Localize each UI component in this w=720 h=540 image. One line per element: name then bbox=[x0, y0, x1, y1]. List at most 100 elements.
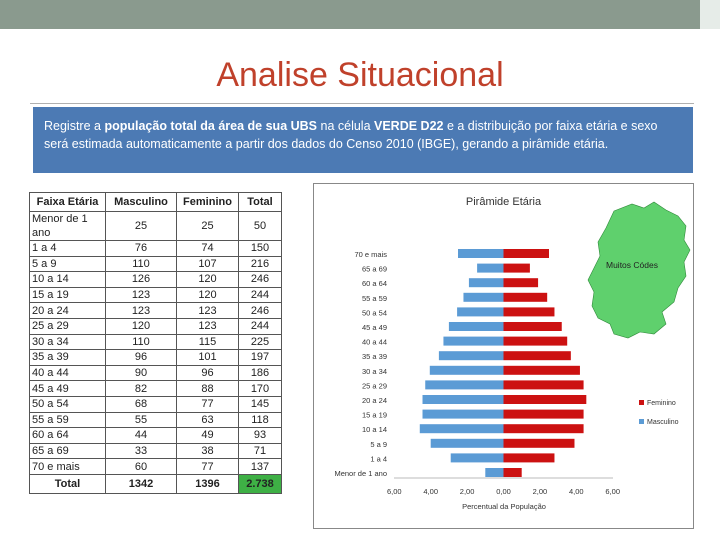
cell-total: 145 bbox=[238, 395, 282, 413]
cell-total: 93 bbox=[238, 427, 282, 444]
category-label: 10 a 14 bbox=[362, 425, 387, 434]
cell-total: 186 bbox=[238, 364, 282, 382]
category-label: 60 a 64 bbox=[362, 279, 387, 288]
cell-faixa-etaria: Menor de 1 ano bbox=[29, 211, 106, 241]
cell-total: 246 bbox=[238, 271, 282, 288]
municipality-map-shape bbox=[587, 201, 691, 339]
title-divider bbox=[30, 103, 694, 104]
cell-total: 197 bbox=[238, 349, 282, 366]
cell-masculino: 60 bbox=[105, 458, 177, 475]
bar-feminino bbox=[503, 409, 584, 419]
table-row: 30 a 34 110 115 225 bbox=[29, 333, 282, 351]
x-tick-label: 2,00 bbox=[533, 487, 548, 496]
cell-masculino: 120 bbox=[105, 317, 177, 335]
cell-feminino: 88 bbox=[176, 380, 239, 397]
cell-faixa-etaria: 60 a 64 bbox=[29, 427, 106, 444]
x-tick-label: 6,00 bbox=[605, 487, 620, 496]
cell-masculino: 96 bbox=[105, 349, 177, 366]
table-row: 20 a 24 123 123 246 bbox=[29, 302, 282, 319]
cell-total: 118 bbox=[238, 411, 282, 429]
category-label: Menor de 1 ano bbox=[334, 469, 387, 478]
chart-title: Pirâmide Etária bbox=[465, 196, 542, 208]
cell-feminino: 77 bbox=[176, 395, 239, 413]
top-bar-accent bbox=[700, 0, 720, 29]
pyramid-svg: Muitos Códes 70 e mais 65 a 69 60 a 64 55 a… bbox=[334, 201, 691, 511]
bar-masculino bbox=[458, 249, 504, 258]
cell-faixa-etaria: 30 a 34 bbox=[29, 333, 106, 351]
total-input-cell[interactable]: 2.738 bbox=[238, 473, 282, 494]
bar-feminino bbox=[503, 278, 539, 288]
cell-feminino: 107 bbox=[176, 255, 239, 273]
category-label: 20 a 24 bbox=[362, 396, 387, 405]
table-total-row: Total 1342 1396 2.738 bbox=[29, 473, 282, 494]
bar-feminino bbox=[503, 438, 575, 448]
table-header-row: Faixa Etária Masculino Feminino Total bbox=[29, 192, 282, 212]
cell-masculino: 33 bbox=[105, 442, 177, 460]
total-label: Total bbox=[29, 473, 106, 494]
cell-feminino: 120 bbox=[176, 271, 239, 288]
cell-total: 244 bbox=[238, 317, 282, 335]
category-label: 1 a 4 bbox=[370, 454, 387, 463]
bar-masculino bbox=[450, 453, 504, 463]
legend-label-masculino: Masculino bbox=[647, 419, 679, 426]
bar-feminino bbox=[503, 424, 584, 434]
bar-masculino bbox=[448, 322, 504, 331]
bar-masculino bbox=[485, 468, 504, 477]
table-row: 5 a 9 110 107 216 bbox=[29, 255, 282, 273]
bar-feminino bbox=[503, 292, 548, 302]
bar-feminino bbox=[503, 395, 587, 404]
category-label: 55 a 59 bbox=[362, 294, 387, 303]
cell-total: 137 bbox=[238, 458, 282, 475]
cell-feminino: 74 bbox=[176, 240, 239, 257]
category-label: 30 a 34 bbox=[362, 367, 387, 376]
table-row: 15 a 19 123 120 244 bbox=[29, 286, 282, 304]
cell-faixa-etaria: 45 a 49 bbox=[29, 380, 106, 397]
cell-feminino: 77 bbox=[176, 458, 239, 475]
cell-total: 71 bbox=[238, 442, 282, 460]
cell-masculino: 55 bbox=[105, 411, 177, 429]
bar-masculino bbox=[422, 395, 504, 404]
cell-masculino: 110 bbox=[105, 255, 177, 273]
cell-faixa-etaria: 65 a 69 bbox=[29, 442, 106, 460]
cell-faixa-etaria: 10 a 14 bbox=[29, 271, 106, 288]
cell-total: 50 bbox=[238, 211, 282, 241]
cell-total: 216 bbox=[238, 255, 282, 273]
bar-feminino bbox=[503, 322, 562, 331]
legend-swatch-masculino bbox=[639, 419, 644, 424]
cell-faixa-etaria: 25 a 29 bbox=[29, 317, 106, 335]
table-row: 25 a 29 120 123 244 bbox=[29, 317, 282, 335]
bar-feminino bbox=[503, 336, 568, 346]
bar-masculino bbox=[419, 424, 504, 434]
legend-swatch-feminino bbox=[639, 400, 644, 405]
cell-masculino: 126 bbox=[105, 271, 177, 288]
header-masculino: Masculino bbox=[105, 192, 177, 212]
table-row: 40 a 44 90 96 186 bbox=[29, 364, 282, 382]
banner-text-2: na célula bbox=[317, 119, 374, 133]
cell-feminino: 123 bbox=[176, 317, 239, 335]
category-label: 25 a 29 bbox=[362, 381, 387, 390]
table-row: 60 a 64 44 49 93 bbox=[29, 427, 282, 444]
map-image bbox=[587, 201, 691, 339]
cell-masculino: 68 bbox=[105, 395, 177, 413]
table-row: 45 a 49 82 88 170 bbox=[29, 380, 282, 397]
cell-total: 225 bbox=[238, 333, 282, 351]
cell-masculino: 82 bbox=[105, 380, 177, 397]
cell-faixa-etaria: 35 a 39 bbox=[29, 349, 106, 366]
category-label: 70 e mais bbox=[354, 250, 387, 259]
top-bar bbox=[0, 0, 720, 29]
x-tick-label: 6,00 bbox=[387, 487, 402, 496]
bar-feminino bbox=[503, 453, 555, 463]
legend-label-feminino: Feminino bbox=[647, 400, 676, 407]
x-tick-label: 4,00 bbox=[569, 487, 584, 496]
bar-masculino bbox=[422, 409, 504, 419]
category-label: 45 a 49 bbox=[362, 323, 387, 332]
cell-masculino: 90 bbox=[105, 364, 177, 382]
table-row: Menor de 1 ano 25 25 50 bbox=[29, 211, 282, 241]
cell-feminino: 49 bbox=[176, 427, 239, 444]
cell-feminino: 96 bbox=[176, 364, 239, 382]
bar-masculino bbox=[443, 336, 504, 346]
cell-feminino: 115 bbox=[176, 333, 239, 351]
cell-total: 170 bbox=[238, 380, 282, 397]
x-axis-label: Percentual da População bbox=[462, 502, 546, 511]
category-label: 40 a 44 bbox=[362, 338, 387, 347]
